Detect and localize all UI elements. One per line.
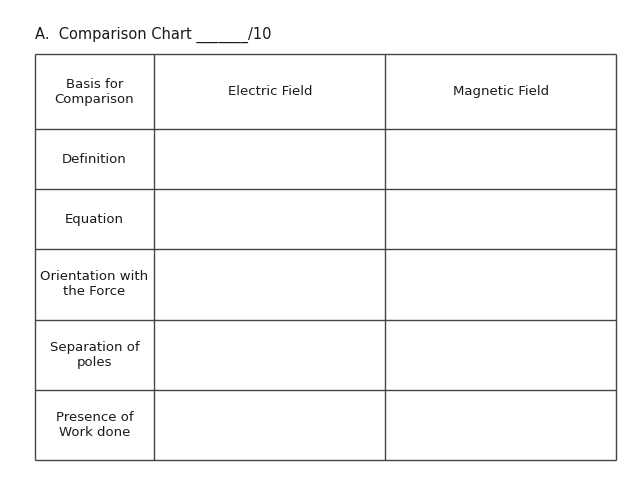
- Text: Magnetic Field: Magnetic Field: [453, 85, 549, 98]
- Text: Orientation with
the Force: Orientation with the Force: [40, 271, 148, 299]
- Text: Basis for
Comparison: Basis for Comparison: [55, 78, 135, 106]
- Text: Electric Field: Electric Field: [228, 85, 312, 98]
- Text: A.  Comparison Chart _______/10: A. Comparison Chart _______/10: [35, 27, 271, 43]
- Text: Equation: Equation: [65, 213, 124, 226]
- Text: Definition: Definition: [62, 153, 127, 166]
- Text: Separation of
poles: Separation of poles: [50, 340, 140, 369]
- Text: Presence of
Work done: Presence of Work done: [56, 411, 133, 439]
